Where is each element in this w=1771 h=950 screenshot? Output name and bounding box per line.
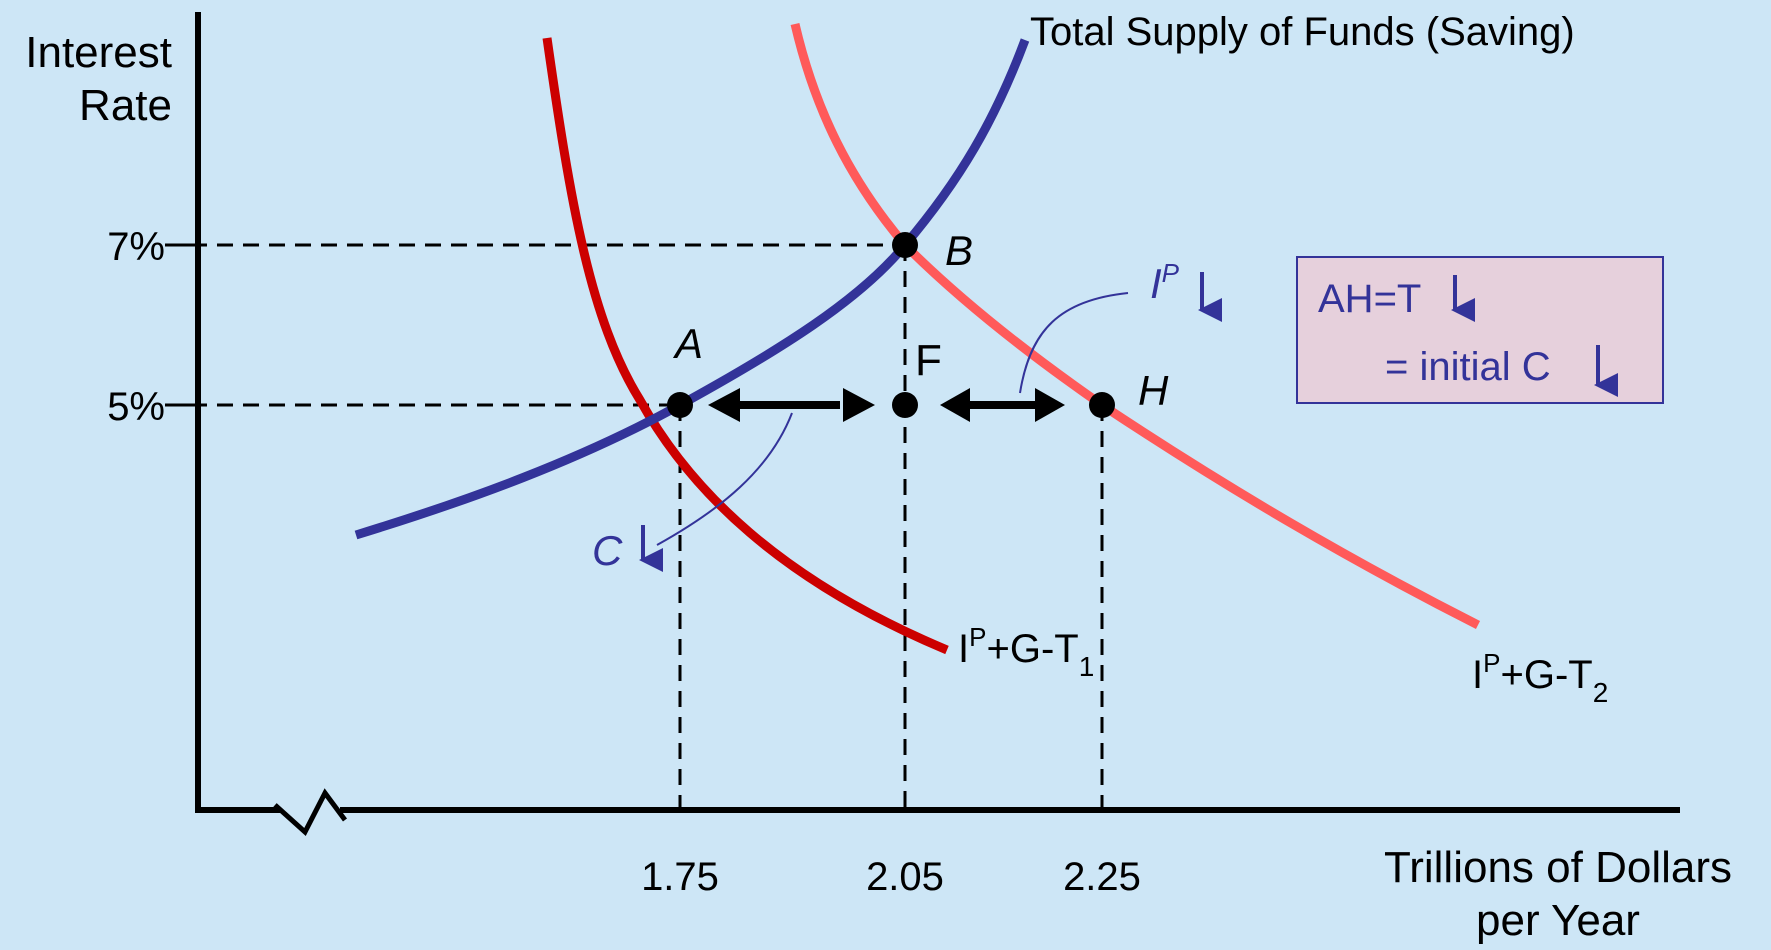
demand-curve-1 xyxy=(542,37,949,655)
c-leader-line xyxy=(656,412,793,546)
demand-curve-1-label: IP+G-T1 xyxy=(958,622,1094,682)
x-tick-label-2-25: 2.25 xyxy=(1063,855,1141,899)
point-A-label: A xyxy=(672,320,703,367)
x-axis-label-line2: per Year xyxy=(1476,896,1640,945)
y-axis-label-line1: Interest xyxy=(25,28,172,77)
horizontal-arrows xyxy=(708,388,1065,422)
point-A xyxy=(667,392,693,418)
point-H xyxy=(1089,392,1115,418)
x-axis-label-line1: Trillions of Dollars xyxy=(1384,843,1732,892)
x-tick-label-2-05: 2.05 xyxy=(866,855,944,899)
supply-curve-label: Total Supply of Funds (Saving) xyxy=(1030,10,1575,54)
point-B-label: B xyxy=(945,227,973,274)
y-tick-label-5: 5% xyxy=(107,385,165,429)
point-F-label: F xyxy=(915,336,942,385)
point-H-label: H xyxy=(1138,367,1169,414)
points xyxy=(667,232,1115,418)
point-B xyxy=(892,232,918,258)
info-box-line2: = initial C xyxy=(1385,345,1551,389)
axes xyxy=(172,12,1680,813)
axis-break-icon xyxy=(273,788,348,837)
c-decrease-label: C xyxy=(592,527,623,574)
y-tick-label-7: 7% xyxy=(107,225,165,269)
y-axis-label-line2: Rate xyxy=(79,81,172,130)
demand-curve-2 xyxy=(790,22,1481,630)
double-arrow-right xyxy=(940,388,1065,422)
ip-leader-line xyxy=(1019,292,1129,394)
demand-curve-2-label: IP+G-T2 xyxy=(1472,648,1608,708)
x-tick-label-1-75: 1.75 xyxy=(641,855,719,899)
point-F xyxy=(892,392,918,418)
axis-break-gap xyxy=(280,800,340,820)
ip-decrease-label: IP xyxy=(1150,258,1180,307)
supply-curve xyxy=(354,38,1030,540)
info-box-line1: AH=T xyxy=(1318,277,1421,321)
double-arrow-left xyxy=(708,388,875,422)
guide-lines xyxy=(165,243,1104,810)
